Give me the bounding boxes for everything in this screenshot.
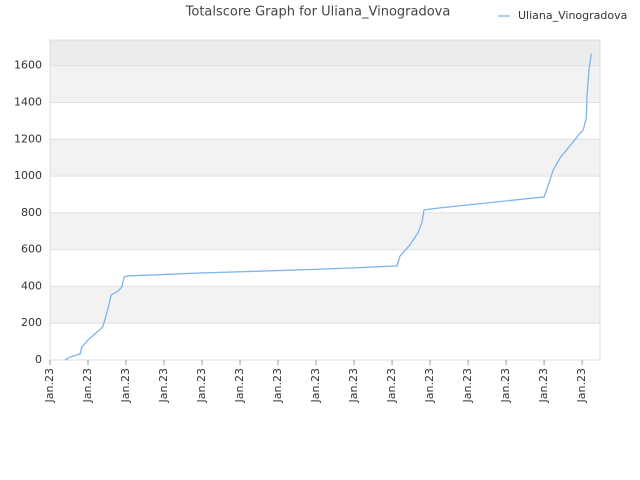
x-tick-label: Jan.23 (385, 368, 398, 403)
x-tick-label: Jan.23 (537, 368, 550, 403)
x-tick-label: Jan.23 (81, 368, 94, 403)
y-tick-label: 400 (21, 279, 42, 292)
y-tick-label: 0 (35, 353, 42, 366)
x-tick-label: Jan.23 (271, 368, 284, 403)
y-tick-label: 1600 (14, 59, 42, 72)
y-tick-label: 200 (21, 316, 42, 329)
line (64, 53, 592, 361)
grid-band (50, 65, 600, 103)
y-tick-label: 800 (21, 206, 42, 219)
y-tick-label: 1000 (14, 169, 42, 182)
y-tick-label: 1200 (14, 132, 42, 145)
x-tick-label: Jan.23 (423, 368, 436, 403)
x-tick-label: Jan.23 (157, 368, 170, 403)
grid-band (50, 139, 600, 177)
x-tick-label: Jan.23 (233, 368, 246, 403)
x-tick-label: Jan.23 (119, 368, 132, 403)
plot-border (49, 39, 601, 361)
x-tick-label: Jan.23 (43, 368, 56, 403)
chart-title: Totalscore Graph for Uliana_Vinogradova (185, 5, 451, 20)
y-tick-label: 1400 (14, 96, 42, 109)
x-tick-label: Jan.23 (575, 368, 588, 403)
x-tick-label: Jan.23 (347, 368, 360, 403)
x-tick-label: Jan.23 (461, 368, 474, 403)
grid-band (50, 212, 600, 250)
legend-label: Uliana_Vinogradova (518, 9, 627, 22)
x-tick-label: Jan.23 (195, 368, 208, 403)
x-tick-label: Jan.23 (309, 368, 322, 403)
grid-band (50, 286, 600, 324)
y-tick-label: 600 (21, 243, 42, 256)
x-tick-label: Jan.23 (499, 368, 512, 403)
grid-band (50, 40, 600, 66)
